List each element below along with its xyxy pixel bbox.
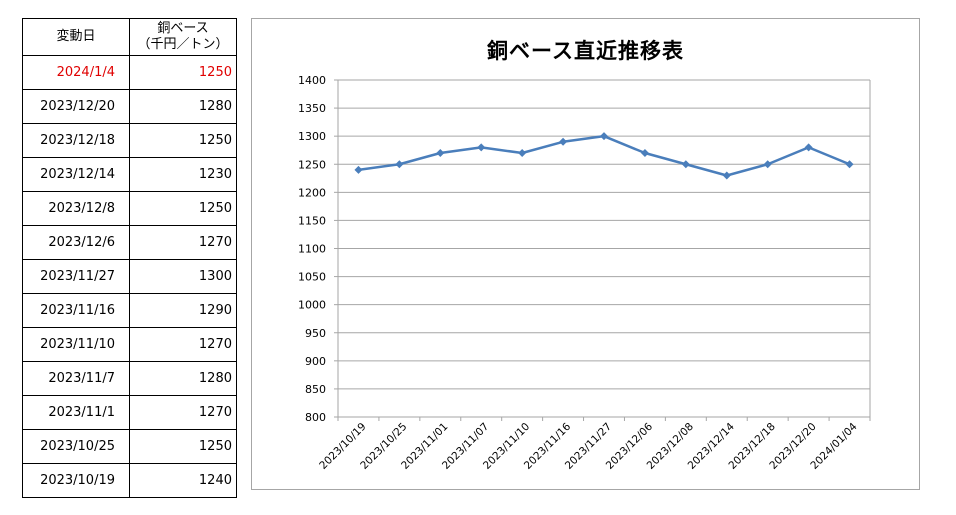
y-tick-label: 900 <box>305 355 326 368</box>
table-row: 2023/11/1 1270 <box>22 395 237 430</box>
y-tick-label: 1350 <box>298 102 326 115</box>
row-value: 1270 <box>129 395 237 430</box>
row-value: 1250 <box>129 191 237 226</box>
y-tick-label: 1250 <box>298 158 326 171</box>
row-value: 1270 <box>129 225 237 260</box>
chart-title: 銅ベース直近推移表 <box>487 39 684 63</box>
chart-area: 銅ベース直近推移表 800 850 900 950 1000 1050 1100 1150 12… <box>251 18 920 490</box>
row-value: 1280 <box>129 361 237 396</box>
data-point <box>763 160 772 169</box>
data-point <box>518 149 527 158</box>
row-date: 2023/11/10 <box>22 327 130 362</box>
header-date: 変動日 <box>22 18 130 56</box>
row-date: 2023/11/7 <box>22 361 130 396</box>
y-tick-label: 800 <box>305 411 326 424</box>
price-table: 変動日 銅ベース （千円／トン） 2024/1/4 1250 2023/12/20 1… <box>22 18 237 498</box>
row-date: 2023/12/6 <box>22 225 130 260</box>
table-row: 2023/11/16 1290 <box>22 293 237 328</box>
row-date: 2023/12/14 <box>22 157 130 192</box>
row-value: 1280 <box>129 89 237 124</box>
y-tick-label: 1200 <box>298 186 326 199</box>
data-point <box>804 143 813 152</box>
row-value: 1290 <box>129 293 237 328</box>
data-point <box>477 143 486 152</box>
line-chart: 800 850 900 950 1000 1050 1100 1150 1200 1250 1300… <box>298 74 871 472</box>
data-point <box>395 160 404 169</box>
y-tick-label: 1300 <box>298 130 326 143</box>
row-value: 1250 <box>129 123 237 158</box>
row-value: 1300 <box>129 259 237 294</box>
data-point <box>640 149 649 158</box>
row-date: 2023/11/16 <box>22 293 130 328</box>
row-date: 2023/11/27 <box>22 259 130 294</box>
table-row: 2023/10/19 1240 <box>22 463 237 498</box>
y-tick-label: 1050 <box>298 271 326 284</box>
table-row: 2023/12/14 1230 <box>22 157 237 192</box>
row-value: 1270 <box>129 327 237 362</box>
row-value: 1250 <box>129 429 237 464</box>
row-date: 2023/12/20 <box>22 89 130 124</box>
y-tick-label: 1000 <box>298 299 326 312</box>
data-point <box>436 149 445 158</box>
table-header-row: 変動日 銅ベース （千円／トン） <box>22 18 237 56</box>
table-row: 2023/12/6 1270 <box>22 225 237 260</box>
header-copper-base: 銅ベース （千円／トン） <box>129 18 237 56</box>
row-value: 1240 <box>129 463 237 498</box>
row-date: 2023/12/8 <box>22 191 130 226</box>
data-point <box>845 160 854 169</box>
row-date: 2024/1/4 <box>22 55 130 90</box>
table-body: 2024/1/4 1250 2023/12/20 1280 2023/12/18 1250… <box>22 55 237 498</box>
data-point <box>559 137 568 146</box>
data-point <box>681 160 690 169</box>
row-date: 2023/12/18 <box>22 123 130 158</box>
row-date: 2023/10/19 <box>22 463 130 498</box>
table-row: 2023/12/20 1280 <box>22 89 237 124</box>
table-row: 2023/11/27 1300 <box>22 259 237 294</box>
table-row: 2023/12/18 1250 <box>22 123 237 158</box>
table-row: 2023/10/25 1250 <box>22 429 237 464</box>
table-row: 2024/1/4 1250 <box>22 55 237 90</box>
table-row: 2023/11/10 1270 <box>22 327 237 362</box>
y-tick-label: 1150 <box>298 214 326 227</box>
y-tick-label: 950 <box>305 327 326 340</box>
y-tick-label: 1100 <box>298 243 326 256</box>
data-point <box>722 171 731 180</box>
series-line <box>358 134 851 177</box>
row-value: 1250 <box>129 55 237 90</box>
y-tick-label: 850 <box>305 383 326 396</box>
y-tick-label: 1400 <box>298 74 326 87</box>
table-row: 2023/12/8 1250 <box>22 191 237 226</box>
row-date: 2023/11/1 <box>22 395 130 430</box>
data-point <box>600 132 608 141</box>
data-point <box>354 165 363 174</box>
row-value: 1230 <box>129 157 237 192</box>
row-date: 2023/10/25 <box>22 429 130 464</box>
table-row: 2023/11/7 1280 <box>22 361 237 396</box>
